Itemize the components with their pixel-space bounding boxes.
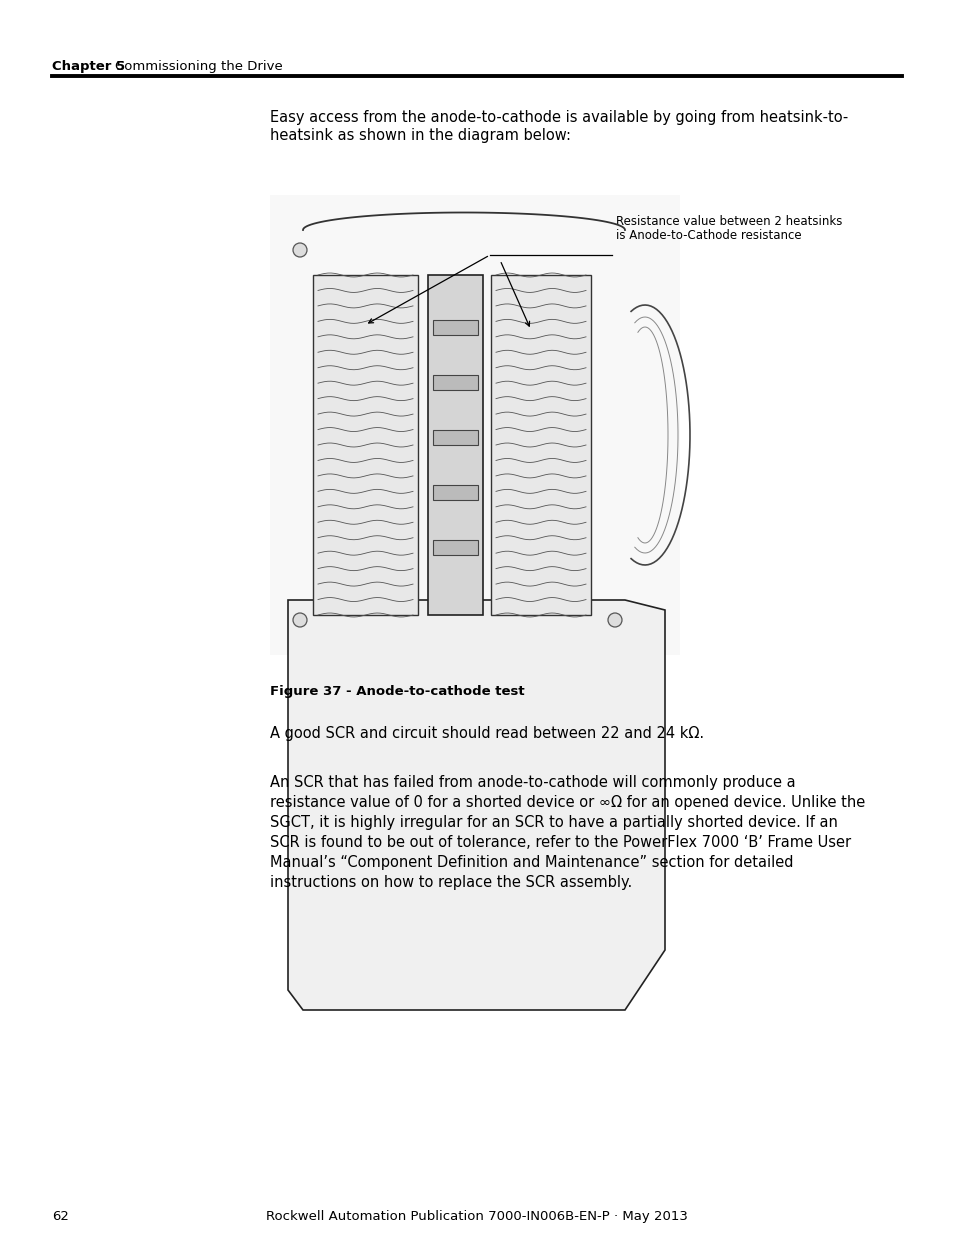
Text: Commissioning the Drive: Commissioning the Drive bbox=[115, 61, 282, 73]
Text: is Anode-to-Cathode resistance: is Anode-to-Cathode resistance bbox=[616, 228, 801, 242]
Bar bbox=[313, 275, 417, 615]
Text: Resistance value between 2 heatsinks: Resistance value between 2 heatsinks bbox=[616, 215, 841, 228]
Text: Chapter 5: Chapter 5 bbox=[52, 61, 125, 73]
Text: Figure 37 - Anode-to-cathode test: Figure 37 - Anode-to-cathode test bbox=[270, 685, 524, 698]
Circle shape bbox=[293, 243, 307, 257]
Text: SGCT, it is highly irregular for an SCR to have a partially shorted device. If a: SGCT, it is highly irregular for an SCR … bbox=[270, 815, 837, 830]
Bar bbox=[433, 540, 477, 555]
Bar bbox=[433, 375, 477, 390]
Bar bbox=[433, 320, 477, 335]
Text: Manual’s “Component Definition and Maintenance” section for detailed: Manual’s “Component Definition and Maint… bbox=[270, 855, 793, 869]
Bar bbox=[433, 430, 477, 445]
Text: 62: 62 bbox=[52, 1210, 69, 1223]
Text: An SCR that has failed from anode-to-cathode will commonly produce a: An SCR that has failed from anode-to-cat… bbox=[270, 776, 795, 790]
Text: Rockwell Automation Publication 7000-IN006B-EN-P · May 2013: Rockwell Automation Publication 7000-IN0… bbox=[266, 1210, 687, 1223]
Text: A good SCR and circuit should read between 22 and 24 kΩ.: A good SCR and circuit should read betwe… bbox=[270, 726, 703, 741]
Bar bbox=[270, 195, 679, 655]
Text: Easy access from the anode-to-cathode is available by going from heatsink-to-: Easy access from the anode-to-cathode is… bbox=[270, 110, 847, 125]
Text: resistance value of 0 for a shorted device or ∞Ω for an opened device. Unlike th: resistance value of 0 for a shorted devi… bbox=[270, 795, 864, 810]
Text: SCR is found to be out of tolerance, refer to the PowerFlex 7000 ‘B’ Frame User: SCR is found to be out of tolerance, ref… bbox=[270, 835, 850, 850]
Bar bbox=[491, 275, 590, 615]
Text: heatsink as shown in the diagram below:: heatsink as shown in the diagram below: bbox=[270, 128, 571, 143]
Bar bbox=[433, 485, 477, 500]
Bar bbox=[428, 275, 482, 615]
Text: instructions on how to replace the SCR assembly.: instructions on how to replace the SCR a… bbox=[270, 876, 632, 890]
Circle shape bbox=[293, 613, 307, 627]
Polygon shape bbox=[288, 600, 664, 1010]
Circle shape bbox=[607, 613, 621, 627]
